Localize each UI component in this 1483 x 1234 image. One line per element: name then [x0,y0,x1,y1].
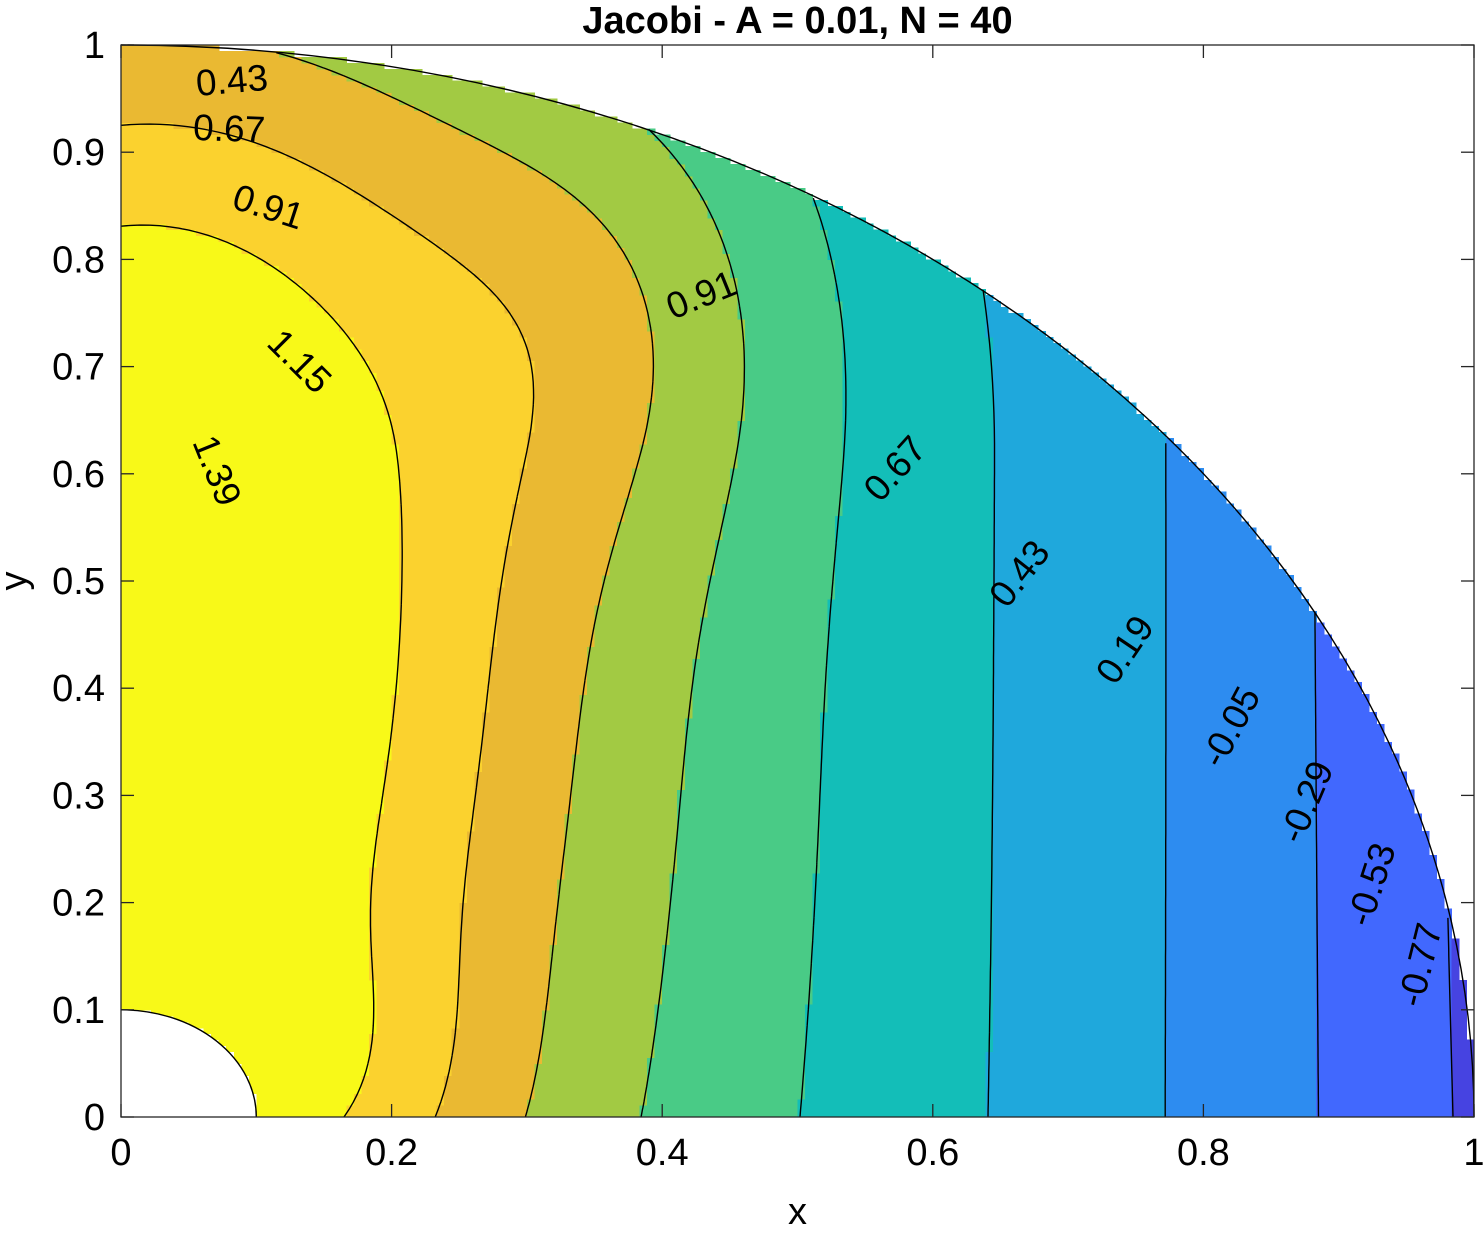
x-tick-label: 1 [1463,1132,1483,1174]
y-axis-label: y [0,572,35,591]
y-tick-label: 0.9 [52,132,105,174]
contour-label: 0.67 [193,107,266,150]
y-tick-label: 0.3 [52,775,105,817]
y-tick-label: 0.8 [52,239,105,281]
y-tick-label: 0.6 [52,454,105,496]
y-tick-label: 0 [84,1097,105,1139]
x-tick-label: 0 [110,1132,131,1174]
y-tick-label: 1 [84,25,105,67]
contour-line [1165,443,1166,1117]
y-tick-label: 0.7 [52,347,105,389]
y-tick-label: 0.5 [52,561,105,603]
chart-title: Jacobi - A = 0.01, N = 40 [582,0,1012,42]
x-tick-label: 0.6 [906,1132,959,1174]
y-tick-label: 0.2 [52,883,105,925]
x-tick-label: 0.8 [1177,1132,1230,1174]
y-tick-label: 0.1 [52,990,105,1032]
contour-label: 0.43 [194,57,269,104]
y-tick-label: 0.4 [52,668,105,710]
x-tick-label: 0.2 [365,1132,418,1174]
x-tick-label: 0.4 [636,1132,689,1174]
x-axis-label: x [788,1191,807,1229]
